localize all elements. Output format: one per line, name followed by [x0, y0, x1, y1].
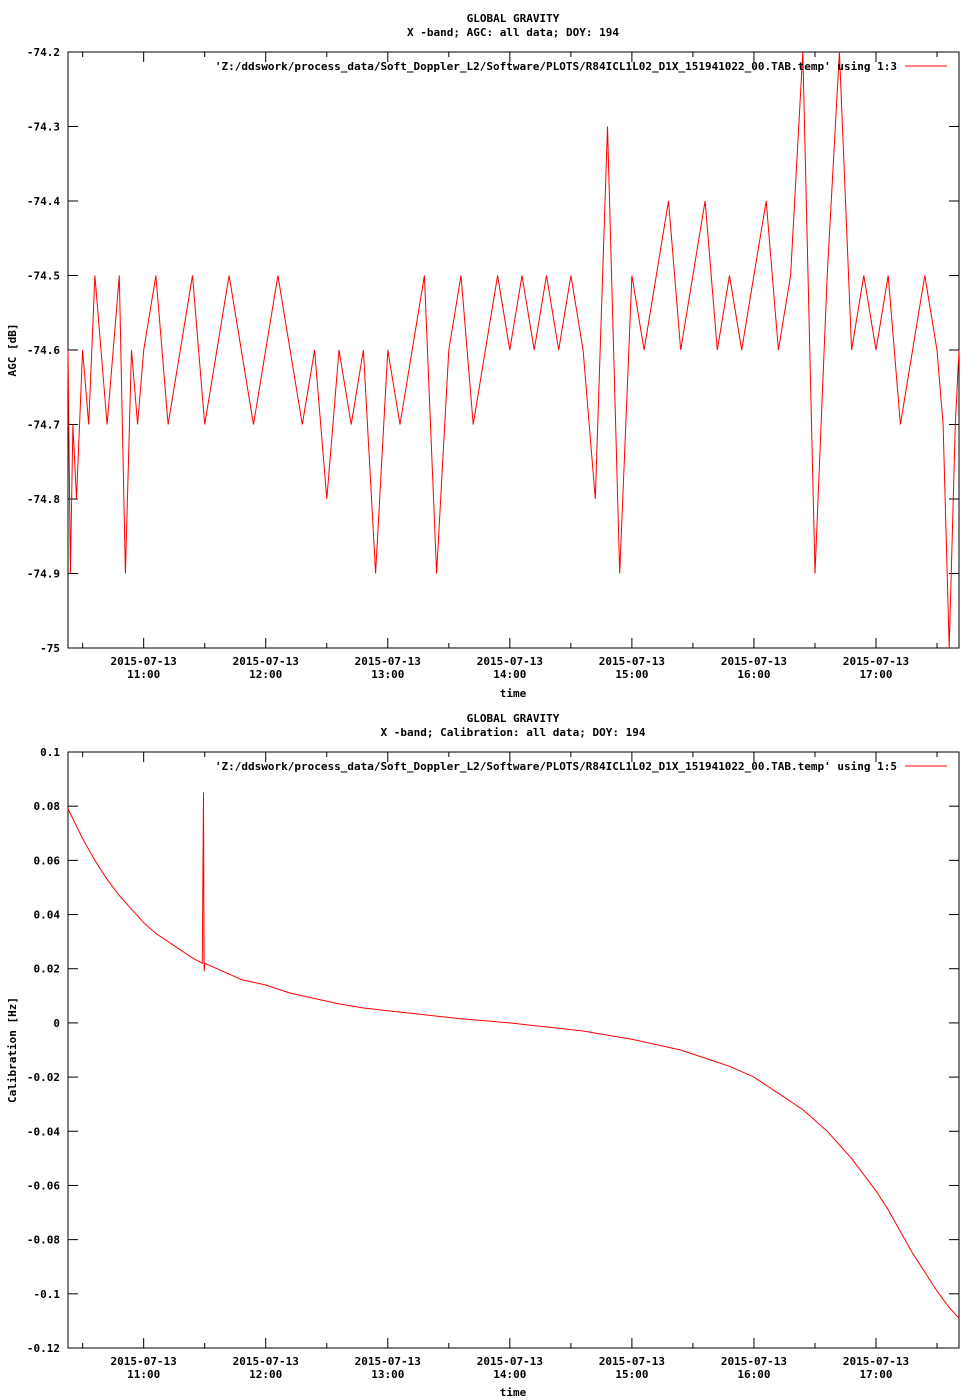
calibration-legend: 'Z:/ddswork/process_data/Soft_Doppler_L2…	[215, 760, 947, 773]
agc-y-tick-label: -75	[40, 642, 60, 655]
calibration-series-line	[67, 792, 960, 1319]
agc-legend: 'Z:/ddswork/process_data/Soft_Doppler_L2…	[215, 60, 947, 73]
calibration-x-tick-time-label: 14:00	[493, 1368, 526, 1381]
calibration-y-tick-label: 0.04	[34, 909, 61, 922]
calibration-x-tick-date-label: 2015-07-13	[843, 1355, 909, 1368]
calibration-y-tick-label: 0.02	[34, 963, 61, 976]
agc-y-tick-label: -74.3	[27, 121, 60, 134]
calibration-plot-frame	[67, 751, 960, 1349]
calibration-y-tick-label: -0.02	[27, 1071, 60, 1084]
agc-x-tick-time-label: 12:00	[249, 668, 282, 681]
agc-x-tick-time-label: 11:00	[127, 668, 160, 681]
agc-x-tick-time-label: 15:00	[615, 668, 648, 681]
agc-y-axis-label: AGC [dB]	[6, 324, 19, 377]
calibration-chart: GLOBAL GRAVITY X -band; Calibration: all…	[6, 712, 960, 1399]
calibration-y-tick-label: 0.1	[40, 746, 60, 759]
agc-chart: GLOBAL GRAVITY X -band; AGC: all data; D…	[6, 12, 960, 700]
calibration-y-tick-label: 0.08	[34, 800, 61, 813]
calibration-y-ticks: 0.1 0.08 0.06 0.04 0.02 0 -0.02 -0.04 -0.06 -0.08…	[27, 746, 959, 1355]
agc-x-axis-label: time	[500, 687, 527, 700]
calibration-y-tick-label: -0.1	[34, 1288, 61, 1301]
calibration-y-tick-label: -0.12	[27, 1342, 60, 1355]
agc-y-tick-label: -74.8	[27, 493, 60, 506]
agc-y-tick-label: -74.9	[27, 568, 60, 581]
calibration-x-tick-time-label: 17:00	[859, 1368, 892, 1381]
agc-chart-title: GLOBAL GRAVITY	[467, 12, 560, 25]
calibration-x-tick-date-label: 2015-07-13	[721, 1355, 787, 1368]
calibration-y-tick-label: 0.06	[34, 854, 61, 867]
calibration-x-tick-time-label: 12:00	[249, 1368, 282, 1381]
agc-x-tick-date-label: 2015-07-13	[599, 655, 665, 668]
agc-x-ticks: 2015-07-1311:002015-07-1312:002015-07-13…	[82, 52, 938, 681]
agc-y-tick-label: -74.7	[27, 419, 60, 432]
agc-x-tick-date-label: 2015-07-13	[111, 655, 177, 668]
agc-series	[67, 51, 960, 649]
calibration-y-axis-label: Calibration [Hz]	[6, 997, 19, 1103]
agc-x-tick-date-label: 2015-07-13	[355, 655, 421, 668]
calibration-y-tick-label: -0.04	[27, 1125, 60, 1138]
agc-y-tick-label: -74.2	[27, 46, 60, 59]
agc-x-tick-time-label: 16:00	[737, 668, 770, 681]
calibration-x-tick-date-label: 2015-07-13	[477, 1355, 543, 1368]
agc-x-tick-date-label: 2015-07-13	[721, 655, 787, 668]
agc-x-tick-time-label: 13:00	[371, 668, 404, 681]
agc-y-tick-label: -74.5	[27, 270, 60, 283]
agc-plot-frame	[67, 51, 960, 649]
calibration-series	[67, 792, 960, 1319]
agc-series-line	[67, 51, 960, 649]
calibration-x-tick-time-label: 11:00	[127, 1368, 160, 1381]
agc-chart-subtitle: X -band; AGC: all data; DOY: 194	[407, 26, 619, 39]
agc-x-tick-time-label: 14:00	[493, 668, 526, 681]
calibration-x-tick-time-label: 16:00	[737, 1368, 770, 1381]
calibration-x-ticks: 2015-07-1311:002015-07-1312:002015-07-13…	[82, 752, 938, 1381]
agc-legend-entry: 'Z:/ddswork/process_data/Soft_Doppler_L2…	[215, 60, 897, 73]
calibration-x-tick-time-label: 13:00	[371, 1368, 404, 1381]
agc-x-tick-date-label: 2015-07-13	[843, 655, 909, 668]
calibration-y-tick-label: -0.06	[27, 1179, 60, 1192]
agc-y-tick-label: -74.4	[27, 195, 60, 208]
calibration-x-tick-time-label: 15:00	[615, 1368, 648, 1381]
calibration-x-tick-date-label: 2015-07-13	[599, 1355, 665, 1368]
calibration-y-tick-label: -0.08	[27, 1234, 60, 1247]
calibration-x-tick-date-label: 2015-07-13	[111, 1355, 177, 1368]
calibration-chart-subtitle: X -band; Calibration: all data; DOY: 194	[381, 726, 646, 739]
calibration-chart-title: GLOBAL GRAVITY	[467, 712, 560, 725]
calibration-x-axis-label: time	[500, 1386, 527, 1399]
calibration-y-tick-label: 0	[53, 1017, 60, 1030]
agc-y-tick-label: -74.6	[27, 344, 60, 357]
calibration-x-tick-date-label: 2015-07-13	[355, 1355, 421, 1368]
agc-x-tick-time-label: 17:00	[859, 668, 892, 681]
agc-y-ticks: -74.2 -74.3 -74.4 -74.5 -74.6 -74.7 -74.8 -74.9…	[27, 46, 959, 655]
calibration-x-tick-date-label: 2015-07-13	[233, 1355, 299, 1368]
agc-x-tick-date-label: 2015-07-13	[477, 655, 543, 668]
calibration-legend-entry: 'Z:/ddswork/process_data/Soft_Doppler_L2…	[215, 760, 897, 773]
agc-x-tick-date-label: 2015-07-13	[233, 655, 299, 668]
